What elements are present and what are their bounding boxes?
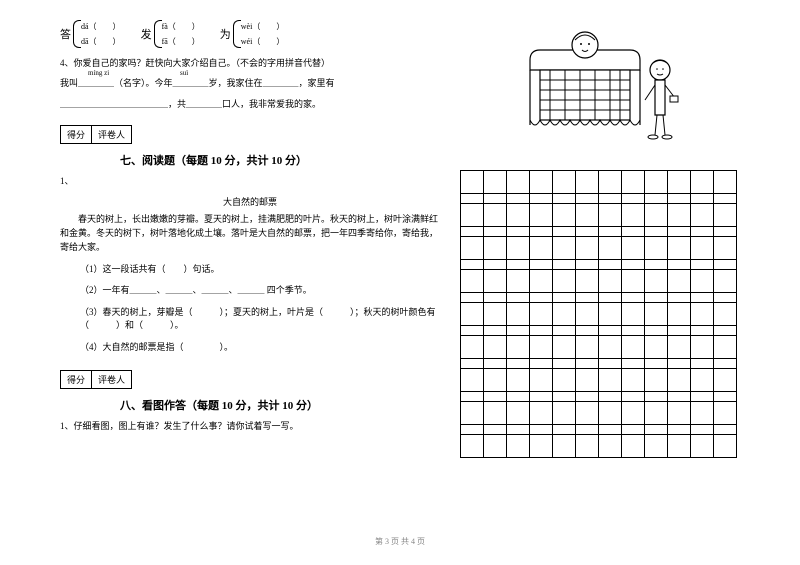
reading-subtitle: 大自然的邮票: [60, 195, 440, 208]
q4-line2b[interactable]: ＿＿＿＿＿＿＿＿＿＿＿＿，共＿＿＿＿口人，我非常爱我的家。: [60, 97, 440, 111]
score-box-7: 得分 评卷人: [60, 125, 132, 144]
s8-q1: 1、仔细看图，图上有谁？发生了什么事？请你试着写一写。: [60, 419, 440, 433]
answer-grid[interactable]: [460, 170, 737, 458]
score-box-8: 得分 评卷人: [60, 370, 132, 389]
s7-q2[interactable]: （2）一年有＿＿＿、＿＿＿、＿＿＿、＿＿＿ 四个季节。: [80, 284, 440, 298]
bracket-1-bot[interactable]: dā（ ）: [81, 36, 121, 47]
s7-q4[interactable]: （4）大自然的邮票是指（ ）。: [80, 341, 440, 355]
s7-q1[interactable]: （1）这一段话共有（ ）句话。: [80, 263, 440, 277]
s7-q3[interactable]: （3）春天的树上，芽瓣是（ ）；夏天的树上，叶片是（ ）；秋天的树叶颜色有（ ）…: [80, 306, 440, 333]
reading-passage: 春天的树上，长出嫩嫩的芽瓣。夏天的树上，挂满肥肥的叶片。秋天的树上，树叶涂满鲜红…: [60, 212, 440, 255]
bracket-3: [233, 20, 241, 48]
bracket-2-top[interactable]: fà（ ）: [162, 21, 200, 32]
pinyin-2: suì: [180, 68, 188, 79]
bracket-char-1: 答: [60, 26, 71, 42]
reviewer-label: 评卷人: [92, 126, 131, 143]
pinyin-1: míng zi: [88, 68, 109, 79]
bracket-3-bot[interactable]: wéi（ ）: [241, 36, 285, 47]
bracket-2-bot[interactable]: fā（ ）: [162, 36, 200, 47]
score-label-8: 得分: [61, 371, 92, 388]
page-footer: 第 3 页 共 4 页: [0, 536, 800, 547]
q4-line2a[interactable]: 我叫＿＿＿＿（名字）。今年＿＿＿＿岁，我家住在＿＿＿＿，家里有: [60, 78, 335, 88]
section-7-title: 七、阅读题（每题 10 分，共计 10 分）: [120, 152, 440, 168]
bracket-1: [73, 20, 81, 48]
reviewer-label-8: 评卷人: [92, 371, 131, 388]
bracket-2: [154, 20, 162, 48]
section-8-title: 八、看图作答（每题 10 分，共计 10 分）: [120, 397, 440, 413]
bracket-1-top[interactable]: dá（ ）: [81, 21, 121, 32]
bracket-char-2: 发: [141, 26, 152, 42]
q4-line1: 4、你爱自己的家吗？赶快向大家介绍自己。（不会的字用拼音代替）: [60, 56, 440, 70]
score-label: 得分: [61, 126, 92, 143]
bracket-char-3: 为: [220, 26, 231, 42]
section-7-num: 1、: [60, 174, 440, 188]
bracket-3-top[interactable]: wèi（ ）: [241, 21, 285, 32]
bed-illustration: [510, 20, 690, 160]
